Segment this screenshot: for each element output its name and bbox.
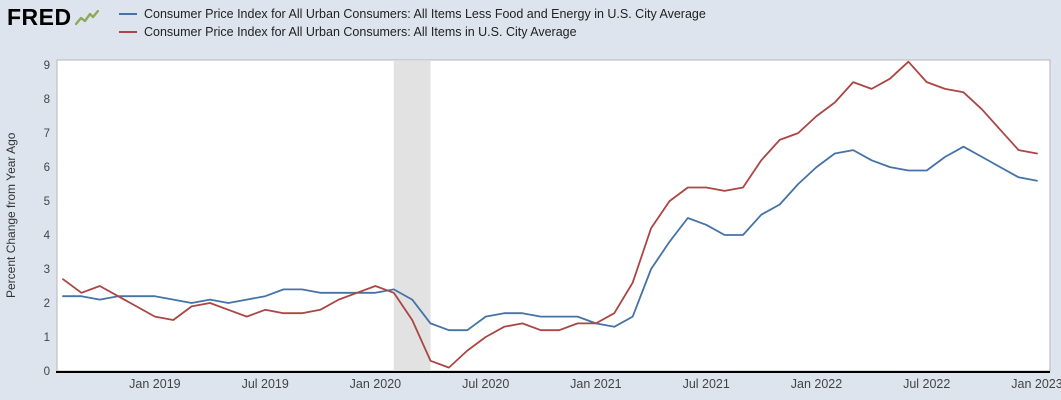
legend-swatch-all-items-cpi <box>119 31 137 33</box>
x-tick-label: Jan 2019 <box>129 377 180 391</box>
x-tick-label: Jan 2021 <box>570 377 621 391</box>
y-tick-label: 8 <box>44 94 50 106</box>
y-tick-label: 0 <box>44 366 50 378</box>
y-tick-label: 3 <box>44 264 50 276</box>
x-tick-label: Jul 2021 <box>683 377 730 391</box>
x-tick-label: Jan 2023 <box>1011 377 1061 391</box>
y-tick-label: 4 <box>44 230 51 242</box>
x-tick-label: Jan 2020 <box>350 377 401 391</box>
fred-logo-text: FRED <box>7 4 72 30</box>
recession-band-covid-2020 <box>393 61 431 370</box>
plot-area <box>56 59 1051 372</box>
legend-item-core-cpi[interactable]: Consumer Price Index for All Urban Consu… <box>119 5 706 23</box>
series-line-core-cpi[interactable] <box>62 145 1038 332</box>
legend-label-core-cpi: Consumer Price Index for All Urban Consu… <box>144 7 706 21</box>
legend-swatch-core-cpi <box>119 13 137 15</box>
series-line-all-items-cpi[interactable] <box>62 60 1038 369</box>
fred-logo-chart-icon <box>74 10 99 26</box>
y-tick-label: 5 <box>44 196 50 208</box>
y-axis-title: Percent Change from Year Ago <box>4 132 18 299</box>
y-tick-label: 7 <box>44 128 50 140</box>
y-tick-label: 6 <box>44 162 50 174</box>
x-tick-label: Jul 2020 <box>462 377 509 391</box>
y-tick-label: 2 <box>44 298 50 310</box>
legend-item-all-items-cpi[interactable]: Consumer Price Index for All Urban Consu… <box>119 23 706 41</box>
legend-label-all-items-cpi: Consumer Price Index for All Urban Consu… <box>144 25 577 39</box>
x-tick-label: Jul 2022 <box>903 377 950 391</box>
chart-legend: Consumer Price Index for All Urban Consu… <box>119 5 706 41</box>
x-tick-label: Jul 2019 <box>242 377 289 391</box>
fred-logo[interactable]: FRED <box>7 4 99 31</box>
x-tick-label: Jan 2022 <box>791 377 842 391</box>
y-tick-label: 9 <box>44 60 50 72</box>
y-tick-label: 1 <box>44 332 50 344</box>
